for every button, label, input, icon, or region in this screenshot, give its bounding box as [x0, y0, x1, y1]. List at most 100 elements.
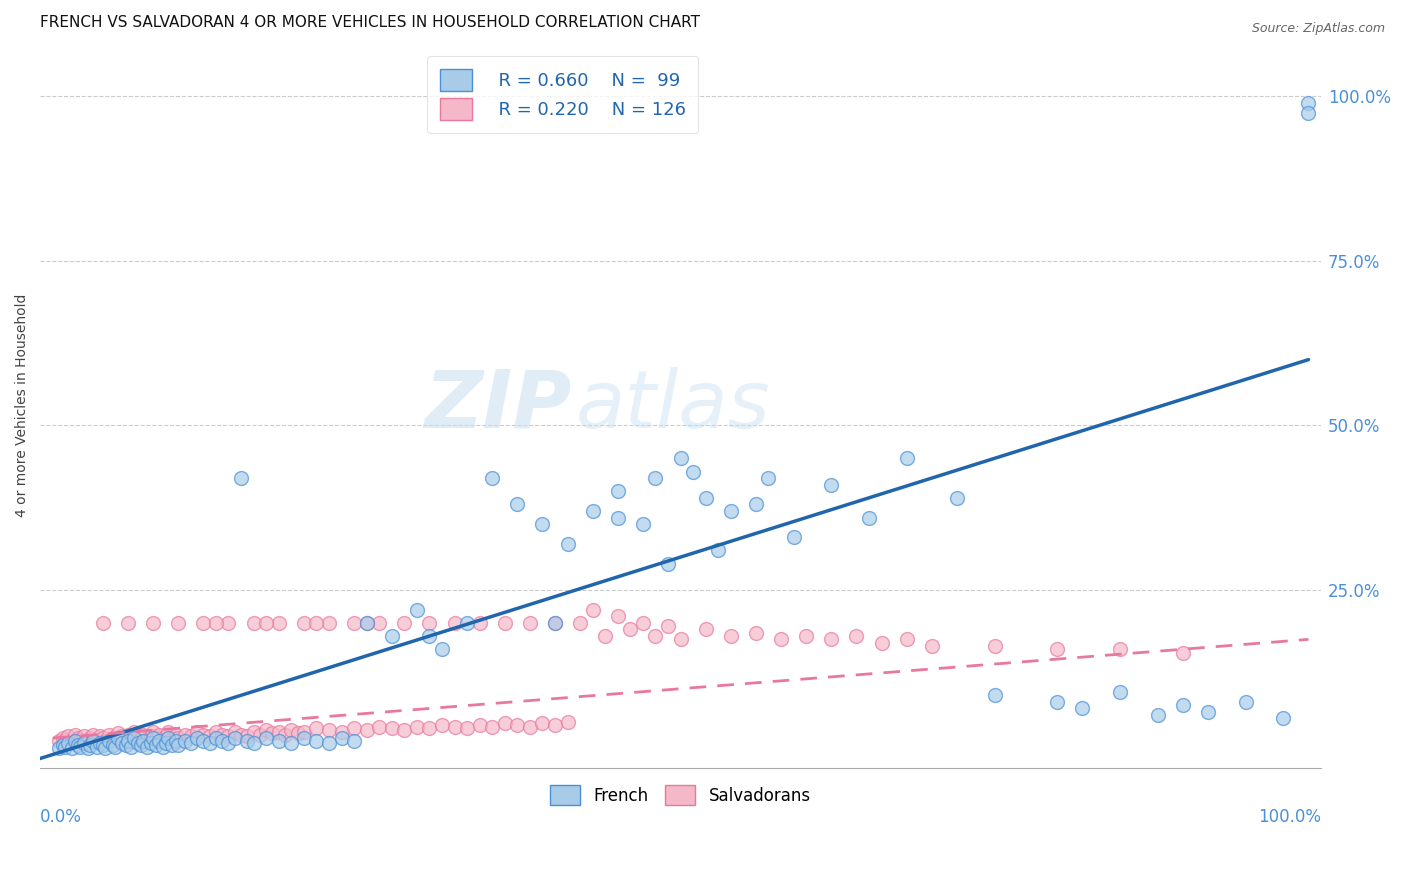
Point — [167, 738, 190, 752]
Point — [242, 724, 264, 739]
Point — [86, 733, 108, 747]
Point — [224, 731, 246, 745]
Point — [139, 736, 162, 750]
Point — [896, 632, 918, 647]
Point — [267, 724, 290, 739]
Point — [267, 615, 290, 630]
Point — [720, 504, 742, 518]
Point — [368, 615, 391, 630]
Point — [107, 726, 129, 740]
Point — [394, 615, 416, 630]
Point — [280, 723, 302, 737]
Point — [101, 738, 124, 752]
Point — [782, 530, 804, 544]
Point — [198, 729, 221, 743]
Point — [682, 465, 704, 479]
Point — [114, 731, 136, 745]
Point — [94, 734, 117, 748]
Point — [205, 731, 228, 745]
Point — [481, 471, 503, 485]
Point — [858, 510, 880, 524]
Point — [531, 715, 554, 730]
Point — [1197, 705, 1219, 719]
Point — [794, 629, 817, 643]
Point — [48, 741, 70, 756]
Point — [494, 715, 516, 730]
Point — [142, 724, 165, 739]
Point — [242, 615, 264, 630]
Point — [531, 517, 554, 532]
Point — [56, 736, 79, 750]
Point — [582, 603, 605, 617]
Text: FRENCH VS SALVADORAN 4 OR MORE VEHICLES IN HOUSEHOLD CORRELATION CHART: FRENCH VS SALVADORAN 4 OR MORE VEHICLES … — [41, 15, 700, 30]
Point — [544, 718, 567, 732]
Point — [157, 731, 180, 745]
Point — [254, 723, 277, 737]
Point — [73, 736, 96, 750]
Point — [456, 615, 478, 630]
Point — [695, 623, 717, 637]
Text: 100.0%: 100.0% — [1258, 807, 1322, 825]
Point — [381, 721, 404, 735]
Point — [65, 734, 87, 748]
Point — [73, 729, 96, 743]
Point — [76, 741, 98, 756]
Point — [89, 729, 111, 743]
Point — [619, 623, 641, 637]
Point — [229, 728, 252, 742]
Point — [557, 714, 579, 729]
Point — [381, 629, 404, 643]
Point — [305, 615, 328, 630]
Text: atlas: atlas — [575, 367, 770, 445]
Point — [456, 721, 478, 735]
Point — [720, 629, 742, 643]
Point — [48, 734, 70, 748]
Point — [91, 615, 114, 630]
Point — [318, 723, 340, 737]
Point — [56, 729, 79, 743]
Point — [135, 739, 157, 754]
Point — [1046, 642, 1069, 657]
Point — [896, 451, 918, 466]
Point — [343, 734, 366, 748]
Text: ZIP: ZIP — [425, 367, 572, 445]
Point — [53, 739, 76, 754]
Point — [405, 603, 427, 617]
Point — [1171, 646, 1194, 660]
Point — [1171, 698, 1194, 713]
Point — [173, 728, 195, 742]
Point — [368, 720, 391, 734]
Point — [318, 736, 340, 750]
Point — [267, 734, 290, 748]
Point — [129, 731, 152, 745]
Point — [132, 734, 155, 748]
Point — [157, 724, 180, 739]
Point — [52, 731, 75, 745]
Point — [148, 734, 170, 748]
Point — [631, 615, 654, 630]
Point — [165, 728, 187, 742]
Point — [66, 738, 89, 752]
Point — [657, 557, 679, 571]
Point — [1234, 695, 1257, 709]
Point — [120, 733, 142, 747]
Point — [160, 731, 183, 745]
Point — [117, 615, 139, 630]
Point — [1109, 642, 1132, 657]
Point — [343, 615, 366, 630]
Point — [127, 729, 149, 743]
Point — [91, 731, 114, 745]
Point — [155, 736, 177, 750]
Point — [695, 491, 717, 505]
Point — [394, 723, 416, 737]
Point — [606, 609, 628, 624]
Point — [494, 615, 516, 630]
Point — [606, 510, 628, 524]
Point — [544, 615, 567, 630]
Point — [152, 739, 174, 754]
Point — [820, 632, 842, 647]
Point — [180, 736, 202, 750]
Point — [236, 734, 259, 748]
Point — [229, 471, 252, 485]
Text: 0.0%: 0.0% — [41, 807, 82, 825]
